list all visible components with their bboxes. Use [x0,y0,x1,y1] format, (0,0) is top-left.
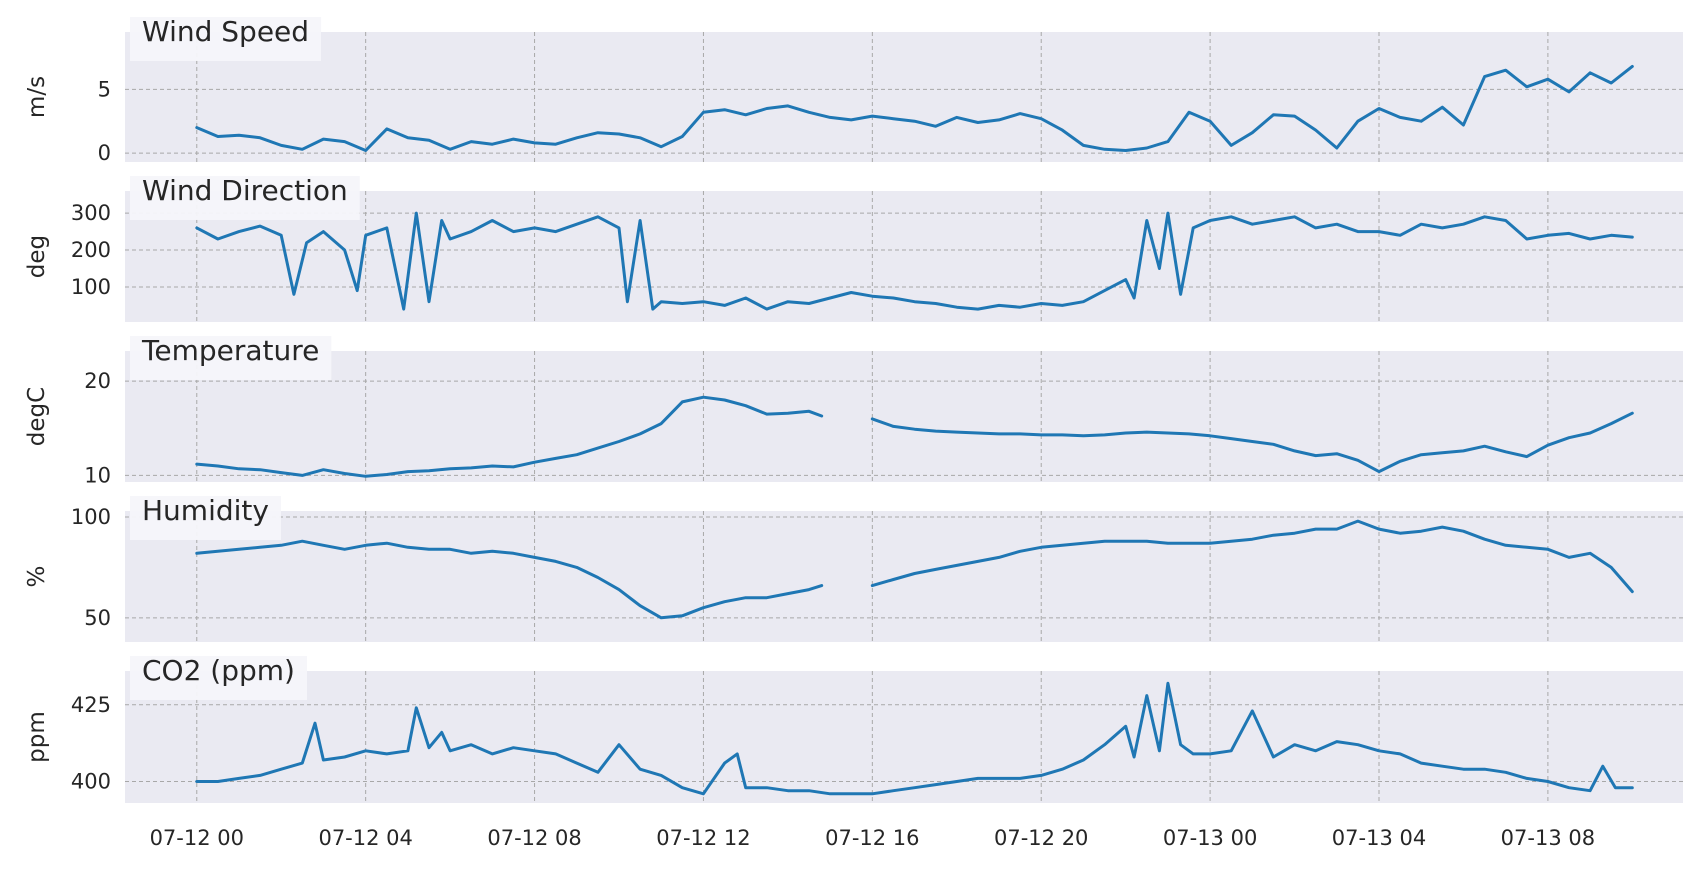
plot-area-background [125,351,1683,482]
x-tick-label: 07-12 00 [150,826,244,850]
panel-title: Wind Speed [142,15,309,48]
x-tick-label: 07-12 04 [318,826,412,850]
panel-title: Temperature [141,334,319,367]
plot-area-background [125,671,1683,803]
series-line [195,681,1634,796]
x-tick-label: 07-13 04 [1332,826,1426,850]
series-line [195,519,1634,620]
y-tick-label: 425 [71,693,111,717]
panel-title: Humidity [142,494,269,527]
y-tick-label: 400 [71,770,111,794]
y-tick-label: 300 [71,201,111,225]
x-tick-label: 07-12 08 [487,826,581,850]
x-tick-label: 07-12 16 [825,826,919,850]
x-tick-label: 07-12 12 [656,826,750,850]
y-tick-label: 10 [84,463,111,487]
panel-title-box [130,176,360,220]
y-axis-label: m/s [24,76,50,118]
x-tick-label: 07-13 08 [1501,826,1595,850]
panel-2: 10 20 degC Temperature [24,334,1683,487]
x-tick-label: 07-12 20 [994,826,1088,850]
y-axis-label: % [24,566,50,588]
series-line [195,64,1634,152]
panel-1: 100 200 300 deg Wind Direction [24,174,1683,322]
panel-title-box [130,496,281,540]
plot-area-background [125,32,1683,162]
panel-0: 0 5 m/s Wind Speed [24,15,1683,165]
series-line [195,211,1634,311]
y-tick-label: 100 [71,505,111,529]
y-axis-label: degC [24,387,50,446]
y-axis-label: ppm [24,711,50,763]
series-line [195,395,1634,478]
x-tick-label: 07-13 00 [1163,826,1257,850]
y-tick-label: 20 [84,369,111,393]
y-tick-label: 50 [84,606,111,630]
panel-title: Wind Direction [142,174,348,207]
y-tick-label: 100 [71,275,111,299]
panel-title-box [130,656,307,700]
panel-3: 50 100% Humidity [24,494,1683,642]
y-axis-label: deg [24,235,50,278]
y-tick-label: 5 [98,77,111,101]
panel-title-box [130,336,332,380]
panel-title-box [130,17,322,61]
y-tick-label: 200 [71,238,111,262]
panel-4: 400 425 ppm CO2 (ppm) [24,654,1683,803]
panel-title: CO2 (ppm) [142,654,295,687]
y-tick-label: 0 [98,141,111,165]
